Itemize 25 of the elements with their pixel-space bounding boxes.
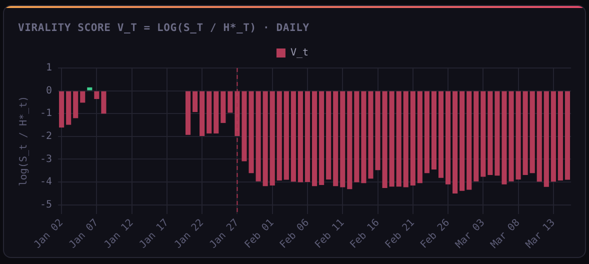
y-tick-label: 1 [46,62,52,74]
x-tick-label: Mar 03 [454,217,488,251]
legend-label: V_t [290,48,309,59]
x-tick-label: Feb 26 [418,217,452,251]
x-tick-label: Feb 21 [384,217,417,251]
x-tick-label: Jan 27 [208,217,242,251]
y-tick-label: -4 [40,176,52,188]
x-tick-label: Feb 01 [242,217,276,251]
x-tick-label: Jan 17 [138,217,171,251]
y-axis-title: log(S_t / H*_t) [18,96,30,186]
x-tick-label: Jan 22 [172,217,206,251]
x-tick-label: Jan 07 [67,217,101,251]
x-tick-label: Mar 13 [524,217,558,251]
x-tick-label: Feb 16 [348,217,382,251]
x-tick-label: Mar 08 [488,217,522,251]
y-tick-label: -5 [40,199,52,210]
chart-title: VIRALITY SCORE V_T = LOG(S_T / H*_T) · DAILY [18,22,310,34]
x-tick-label: Jan 02 [32,217,66,251]
y-tick-label: -3 [40,154,52,165]
x-tick-label: Feb 11 [313,217,347,251]
y-tick-label: 0 [46,85,52,96]
x-tick-label: Feb 06 [278,217,312,251]
y-tick-label: -2 [40,131,52,142]
x-tick-label: Jan 12 [102,217,136,251]
y-tick-label: -1 [40,108,52,120]
